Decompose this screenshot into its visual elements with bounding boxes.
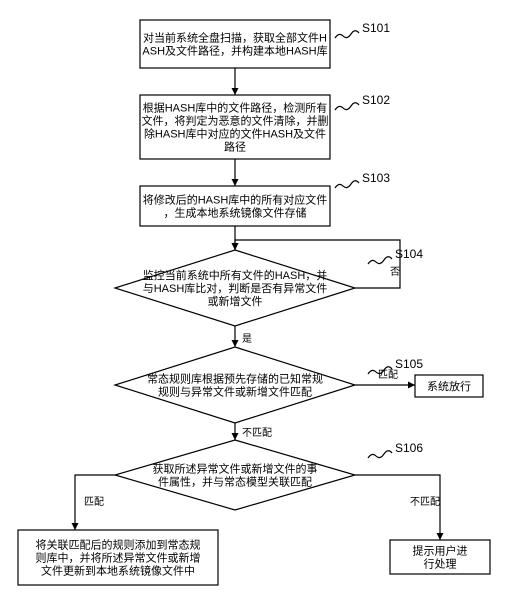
node-text: 系统放行 <box>427 379 471 393</box>
node-text: 或新增文件 <box>208 294 263 308</box>
node-text: 提示用户进 <box>413 544 468 558</box>
node-s104: 监控当前系统中所有文件的HASH，并与HASH库比对，判断是否有异常文件或新增文… <box>115 250 355 326</box>
step-label: S104 <box>395 247 423 261</box>
step-label: S105 <box>395 357 423 371</box>
node-text: ASH及文件路径，并构建本地HASH库 <box>142 44 327 58</box>
edge-label: 否 <box>390 266 400 278</box>
node-text: 除HASH库中对应的文件HASH及文件 <box>144 127 326 141</box>
node-text: 文件，将判定为恶意的文件清除，并删 <box>142 114 329 128</box>
step-label: S106 <box>395 441 423 455</box>
edge-label: 是 <box>242 333 252 345</box>
node-s102: 根据HASH库中的文件路径，检测所有文件，将判定为恶意的文件清除，并删除HASH… <box>140 95 330 159</box>
node-text: 将关联匹配后的规则添加到常态规 <box>36 538 201 552</box>
node-left: 将关联匹配后的规则添加到常态规则库中，并将所述异常文件或新增文件更新到本地系统镜… <box>18 530 218 585</box>
node-text: 与HASH库比对，判断是否有异常文件 <box>143 281 328 295</box>
step-label: S102 <box>362 93 390 107</box>
node-text: 常态规则库根据预先存储的已知常规 <box>147 372 323 386</box>
node-text: 行处理 <box>424 558 457 571</box>
node-text: 获取所述异常文件或新增文件的事 <box>153 462 318 476</box>
node-text: 路径 <box>224 141 246 154</box>
node-text: 对当前系统全盘扫描，获取全部文件H <box>143 31 327 45</box>
step-label: S101 <box>362 21 390 35</box>
node-text: 件属性，并与常态模型关联匹配 <box>158 475 312 489</box>
node-right: 提示用户进行处理 <box>390 540 490 574</box>
node-s101: 对当前系统全盘扫描，获取全部文件HASH及文件路径，并构建本地HASH库 <box>140 20 330 68</box>
node-text: 文件更新到本地系统镜像文件中 <box>41 564 195 578</box>
node-s105: 常态规则库根据预先存储的已知常规规则与异常文件或新增文件匹配 <box>115 347 355 423</box>
edge-label: 匹配 <box>84 496 104 508</box>
edge-label: 不匹配 <box>410 496 440 508</box>
node-text: ，生成本地系统镜像文件存储 <box>164 206 307 220</box>
node-s103: 将修改后的HASH库中的所有对应文件，生成本地系统镜像文件存储 <box>140 186 330 226</box>
node-run: 系统放行 <box>415 375 483 397</box>
edge-label: 不匹配 <box>242 427 272 439</box>
node-text: 监控当前系统中所有文件的HASH，并 <box>143 268 328 282</box>
node-text: 规则与异常文件或新增文件匹配 <box>158 385 312 399</box>
node-text: 将修改后的HASH库中的所有对应文件 <box>143 193 328 207</box>
node-text: 则库中，并将所述异常文件或新增 <box>36 551 201 565</box>
step-label: S103 <box>362 171 390 185</box>
node-text: 根据HASH库中的文件路径，检测所有 <box>143 101 328 115</box>
node-s106: 获取所述异常文件或新增文件的事件属性，并与常态模型关联匹配 <box>115 440 355 510</box>
